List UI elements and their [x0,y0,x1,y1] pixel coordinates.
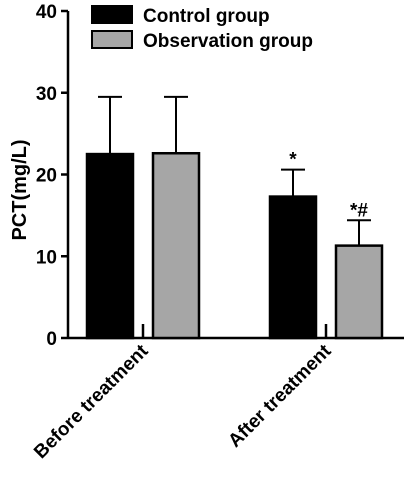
legend: Control group Observation group [91,5,313,52]
legend-swatch [91,30,133,49]
y-tick-label: 40 [36,2,57,23]
y-tick-label: 20 [36,166,57,187]
y-tick-label: 0 [46,329,57,350]
bar [85,152,135,340]
x-axis: Before treatment After treatment [30,324,404,463]
legend-label: Observation group [143,31,313,52]
legend-label: Control group [143,6,270,27]
legend-swatch [91,5,133,24]
x-tick-label: After treatment [224,340,336,452]
bar [268,195,318,340]
y-axis-label: PCT(mg/L) [9,139,31,240]
significance-label: * [289,150,297,171]
y-tick-label: 10 [36,247,57,268]
y-tick-label: 30 [36,84,57,105]
significance-label: *# [350,200,368,221]
y-axis: 0 10 20 30 40 [36,2,70,350]
bar [151,151,201,340]
bars: * *# [85,95,384,340]
bar [334,244,384,340]
x-tick-label: Before treatment [30,340,153,463]
